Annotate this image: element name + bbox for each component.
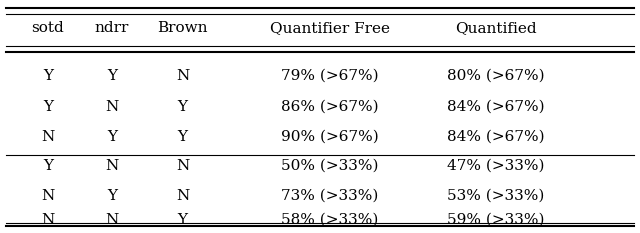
Text: 50% (>33%): 50% (>33%) — [281, 159, 378, 173]
Text: 86% (>67%): 86% (>67%) — [281, 100, 378, 114]
Text: 80% (>67%): 80% (>67%) — [447, 69, 545, 83]
Text: ndrr: ndrr — [95, 21, 129, 35]
Text: Y: Y — [177, 130, 188, 144]
Text: N: N — [106, 213, 118, 227]
Text: N: N — [42, 130, 54, 144]
Text: 73% (>33%): 73% (>33%) — [281, 189, 378, 203]
Text: 47% (>33%): 47% (>33%) — [447, 159, 545, 173]
Text: N: N — [106, 100, 118, 114]
Text: Y: Y — [107, 69, 117, 83]
Text: 84% (>67%): 84% (>67%) — [447, 100, 545, 114]
Text: N: N — [176, 189, 189, 203]
Text: N: N — [176, 69, 189, 83]
Text: N: N — [106, 159, 118, 173]
Text: Y: Y — [43, 69, 53, 83]
Text: Y: Y — [177, 100, 188, 114]
Text: Y: Y — [107, 189, 117, 203]
Text: N: N — [42, 189, 54, 203]
Text: Brown: Brown — [157, 21, 207, 35]
Text: Y: Y — [43, 100, 53, 114]
Text: 53% (>33%): 53% (>33%) — [447, 189, 545, 203]
Text: sotd: sotd — [31, 21, 65, 35]
Text: 90% (>67%): 90% (>67%) — [281, 130, 378, 144]
Text: Quantifier Free: Quantifier Free — [269, 21, 390, 35]
Text: 58% (>33%): 58% (>33%) — [281, 213, 378, 227]
Text: N: N — [176, 159, 189, 173]
Text: Y: Y — [43, 159, 53, 173]
Text: 84% (>67%): 84% (>67%) — [447, 130, 545, 144]
Text: 59% (>33%): 59% (>33%) — [447, 213, 545, 227]
Text: Y: Y — [177, 213, 188, 227]
Text: 79% (>67%): 79% (>67%) — [281, 69, 378, 83]
Text: Quantified: Quantified — [455, 21, 537, 35]
Text: Y: Y — [107, 130, 117, 144]
Text: N: N — [42, 213, 54, 227]
